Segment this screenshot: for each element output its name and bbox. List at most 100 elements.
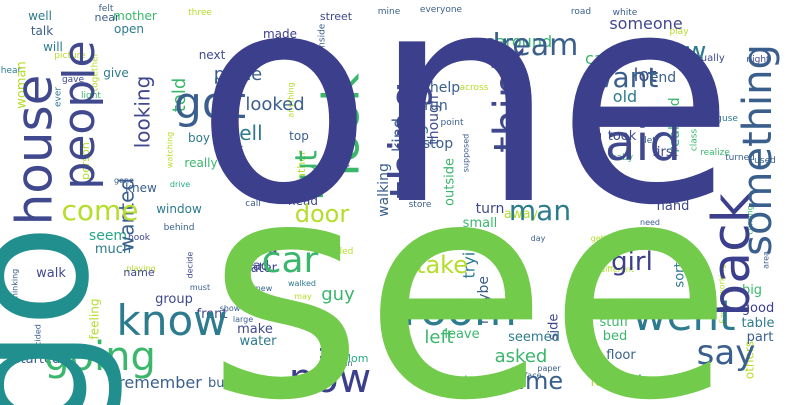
word-called: called xyxy=(327,247,354,257)
word-looked: looked xyxy=(245,94,304,115)
word-group: group xyxy=(155,292,193,307)
word-together: together xyxy=(91,52,101,91)
word-show: show xyxy=(220,304,241,313)
word-talk: talk xyxy=(31,24,53,38)
word-stop: stop xyxy=(423,136,453,152)
word-back: back xyxy=(702,193,762,317)
word-gone: gone xyxy=(114,176,134,185)
word-now: now xyxy=(289,356,372,402)
word-wall: wall xyxy=(33,301,59,316)
word-class: class xyxy=(690,129,700,152)
word-anything: anything xyxy=(287,82,296,117)
word-let: let xyxy=(644,136,656,146)
word-people: people xyxy=(54,40,105,189)
word-kid: kid xyxy=(230,66,243,76)
word-ever: ever xyxy=(54,87,64,107)
word-across: across xyxy=(460,83,489,93)
word-asked: asked xyxy=(495,346,548,367)
word-woke: woke xyxy=(343,150,352,171)
word-light: light xyxy=(81,91,101,101)
word-give: give xyxy=(103,66,128,80)
word-though: though xyxy=(426,95,442,145)
word-behind: behind xyxy=(164,223,195,233)
word-take: take xyxy=(416,251,468,279)
word-bit: bit xyxy=(429,379,439,388)
word-really: really xyxy=(184,156,217,170)
word-walk: walk xyxy=(36,266,66,281)
word-sort: sort xyxy=(673,262,688,287)
word-come: come xyxy=(61,194,138,227)
word-run: run xyxy=(424,98,448,114)
word-told: told xyxy=(169,78,190,113)
word-boy: boy xyxy=(188,131,210,145)
word-seemed: seemed xyxy=(508,330,560,345)
word-try: try xyxy=(654,229,669,247)
word-wanted: wanted xyxy=(115,178,139,252)
word-going: going xyxy=(44,334,156,380)
word-first: first xyxy=(652,145,677,160)
word-different: different xyxy=(600,265,634,274)
word-night: night xyxy=(746,55,770,65)
word-ezra: Ezra xyxy=(719,306,728,324)
word-three: three xyxy=(188,8,212,18)
word-part: part xyxy=(747,330,774,345)
word-near: near xyxy=(94,11,119,24)
word-head: head xyxy=(288,194,318,208)
word-building: building xyxy=(208,376,260,391)
word-woman: woman xyxy=(15,61,30,108)
word-thought: thought xyxy=(410,109,429,172)
word-new: new xyxy=(256,284,273,293)
word-came: came xyxy=(585,49,629,68)
word-stair: stair xyxy=(222,83,242,93)
word-need: need xyxy=(640,218,660,227)
word-right: right xyxy=(214,74,241,87)
word-little: little xyxy=(622,105,658,124)
word-move: move xyxy=(678,183,704,193)
word-went: went xyxy=(632,291,735,340)
word-picture: picture xyxy=(54,51,86,61)
word-good: good xyxy=(742,301,774,316)
word-store: store xyxy=(409,200,432,210)
word-knew: knew xyxy=(125,181,157,195)
word-everyone: everyone xyxy=(420,5,463,15)
word-street: street xyxy=(320,10,353,23)
word-area: area xyxy=(762,251,771,269)
word-one: one xyxy=(195,0,735,269)
word-guy: guy xyxy=(321,284,355,305)
word-someone: someone xyxy=(609,14,682,33)
word-house: house xyxy=(6,75,64,226)
word-friend: friend xyxy=(624,372,677,393)
word-person: person xyxy=(79,142,92,180)
word-coming: coming xyxy=(746,205,755,234)
word-baby: baby xyxy=(611,153,634,163)
word-top: top xyxy=(289,129,309,143)
word-book: book xyxy=(128,233,151,243)
word-name: name xyxy=(123,266,154,279)
word-lot: lot xyxy=(633,65,656,86)
word-use: use xyxy=(722,114,738,124)
word-well: well xyxy=(28,9,52,23)
word-drive: drive xyxy=(170,180,190,189)
word-something: something xyxy=(735,44,781,256)
word-men: men xyxy=(287,51,307,61)
word-actually: actually xyxy=(685,53,725,64)
word-put: put xyxy=(290,150,325,200)
word-want: want xyxy=(590,61,659,94)
word-floor: floor xyxy=(606,348,636,363)
word-trying: trying xyxy=(460,231,479,278)
word-must: must xyxy=(190,283,210,292)
word-long: long xyxy=(461,233,491,249)
word-dream: dream xyxy=(482,28,579,63)
word-old: old xyxy=(613,87,637,106)
word-said: said xyxy=(579,114,681,172)
word-outside: outside xyxy=(443,158,458,206)
word-ask: ask xyxy=(419,239,442,254)
word-finally: finally xyxy=(607,299,631,308)
word-maybe: maybe xyxy=(476,276,492,324)
word-point: point xyxy=(441,118,464,128)
word-tell: tell xyxy=(231,121,262,145)
word-hear: hear xyxy=(1,66,22,76)
word-standing: standing xyxy=(326,140,335,175)
word-will: will xyxy=(43,40,63,54)
